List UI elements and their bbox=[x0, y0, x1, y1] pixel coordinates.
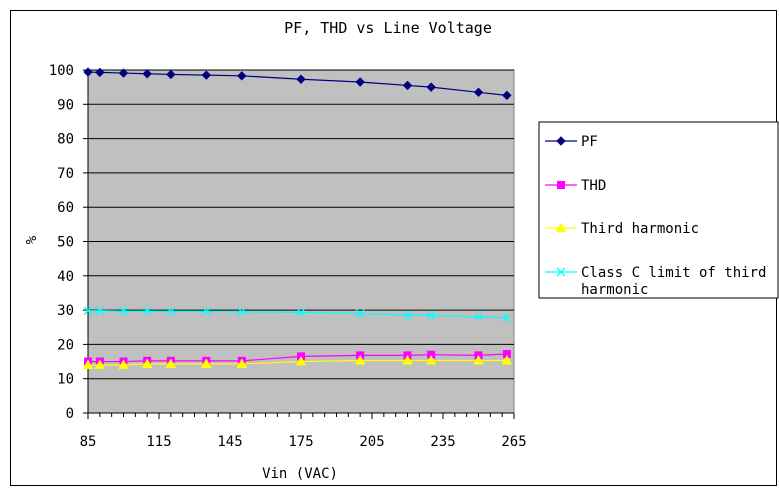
data-point-class-c-limit-of-third-harmonic bbox=[474, 312, 483, 322]
marker-stroke bbox=[426, 310, 436, 320]
data-point-class-c-limit-of-third-harmonic bbox=[119, 306, 128, 316]
data-point-class-c-limit-of-third-harmonic bbox=[95, 306, 105, 316]
y-tick-label: 30 bbox=[57, 303, 74, 319]
data-point-class-c-limit-of-third-harmonic bbox=[355, 309, 365, 318]
marker-stroke bbox=[355, 309, 365, 318]
legend: PF THD Third harmonic Class C limit of thir… bbox=[538, 121, 779, 299]
marker-stroke bbox=[296, 308, 306, 317]
plot-layer: 0 10 20 30 40 50 60 70 80 90 100 85 115 145 175 205 235 2… bbox=[49, 63, 527, 450]
marker-stroke bbox=[403, 310, 412, 320]
data-point-third-harmonic bbox=[354, 355, 366, 365]
y-axis-label: % bbox=[24, 235, 40, 244]
data-point-pf bbox=[166, 69, 176, 80]
marker-stroke bbox=[237, 307, 247, 317]
data-point-class-c-limit-of-third-harmonic bbox=[201, 307, 211, 316]
data-point-pf bbox=[426, 82, 436, 92]
data-point-third-harmonic bbox=[141, 358, 153, 368]
y-tick-label: 90 bbox=[57, 97, 74, 113]
legend-marker-class-c-limit-of-third-harmonic bbox=[556, 267, 566, 277]
marker-stroke bbox=[166, 307, 176, 316]
data-point-pf bbox=[355, 77, 365, 87]
x-tick-label: 265 bbox=[501, 434, 526, 450]
legend-marker-pf bbox=[556, 136, 566, 146]
data-point-third-harmonic bbox=[118, 359, 129, 369]
y-tick-label: 20 bbox=[57, 337, 74, 353]
y-tick-label: 50 bbox=[57, 235, 74, 251]
data-point-pf bbox=[296, 74, 306, 84]
data-point-pf bbox=[118, 68, 129, 78]
data-point-third-harmonic bbox=[402, 355, 413, 365]
y-tick-label: 70 bbox=[57, 166, 74, 182]
data-point-third-harmonic bbox=[501, 355, 513, 365]
data-point-third-harmonic bbox=[236, 358, 248, 368]
x-tick-label: 205 bbox=[359, 434, 384, 450]
chart-title: PF, THD vs Line Voltage bbox=[284, 19, 492, 37]
legend-label-pf: PF bbox=[581, 134, 598, 150]
x-tick-label: 235 bbox=[430, 434, 455, 450]
data-point-pf bbox=[201, 70, 212, 80]
legend-label-thd: THD bbox=[581, 178, 606, 194]
data-point-class-c-limit-of-third-harmonic bbox=[237, 307, 247, 317]
legend-label-class-c-limit-of-third-harmonic: Class C limit of third bbox=[581, 265, 766, 281]
data-point-third-harmonic bbox=[82, 359, 94, 369]
y-tick-label: 10 bbox=[57, 372, 74, 388]
marker-stroke bbox=[556, 267, 566, 277]
data-point-pf bbox=[473, 87, 484, 98]
marker-stroke bbox=[502, 313, 512, 323]
data-point-third-harmonic bbox=[295, 356, 307, 366]
data-point-class-c-limit-of-third-harmonic bbox=[166, 307, 176, 316]
x-tick-label: 85 bbox=[80, 434, 97, 450]
data-point-pf bbox=[83, 67, 93, 77]
marker-stroke bbox=[201, 307, 211, 316]
data-point-class-c-limit-of-third-harmonic bbox=[426, 310, 436, 320]
marker-stroke bbox=[474, 312, 483, 322]
data-point-pf bbox=[142, 69, 152, 79]
data-point-third-harmonic bbox=[165, 358, 177, 368]
legend-marker-thd bbox=[557, 181, 565, 189]
data-point-third-harmonic bbox=[473, 355, 484, 365]
x-tick-label: 145 bbox=[217, 434, 242, 450]
legend-box bbox=[538, 121, 779, 299]
y-tick-label: 60 bbox=[57, 200, 74, 216]
marker-stroke bbox=[83, 306, 93, 316]
y-tick-label: 100 bbox=[49, 63, 74, 79]
legend-marker-third-harmonic bbox=[555, 222, 567, 232]
data-point-class-c-limit-of-third-harmonic bbox=[83, 306, 93, 316]
marker-stroke bbox=[142, 306, 152, 316]
data-point-pf bbox=[502, 90, 512, 101]
data-point-third-harmonic bbox=[425, 355, 437, 365]
data-point-class-c-limit-of-third-harmonic bbox=[403, 310, 412, 320]
data-point-class-c-limit-of-third-harmonic bbox=[142, 306, 152, 316]
x-axis-label: Vin (VAC) bbox=[262, 466, 338, 482]
legend-label-third-harmonic: Third harmonic bbox=[581, 221, 699, 237]
x-tick-label: 175 bbox=[288, 434, 313, 450]
marker-stroke bbox=[119, 306, 128, 316]
data-point-pf bbox=[95, 67, 105, 78]
data-point-pf bbox=[237, 71, 247, 81]
legend-label-class-c-limit-of-third-harmonic-cont: harmonic bbox=[581, 282, 648, 298]
x-tick-label: 115 bbox=[146, 434, 171, 450]
marker-stroke bbox=[95, 306, 105, 316]
data-point-class-c-limit-of-third-harmonic bbox=[296, 308, 306, 317]
data-point-class-c-limit-of-third-harmonic bbox=[502, 313, 512, 323]
data-point-third-harmonic bbox=[200, 358, 212, 368]
data-point-pf bbox=[402, 80, 413, 91]
y-tick-label: 40 bbox=[57, 269, 74, 285]
data-point-third-harmonic bbox=[94, 359, 106, 369]
y-tick-label: 0 bbox=[66, 406, 74, 422]
y-tick-label: 80 bbox=[57, 132, 74, 148]
